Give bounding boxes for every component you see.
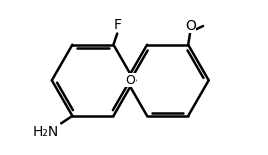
Text: H₂N: H₂N — [33, 125, 59, 139]
Text: O: O — [125, 74, 135, 87]
Text: F: F — [113, 18, 121, 32]
Text: O: O — [185, 19, 196, 33]
